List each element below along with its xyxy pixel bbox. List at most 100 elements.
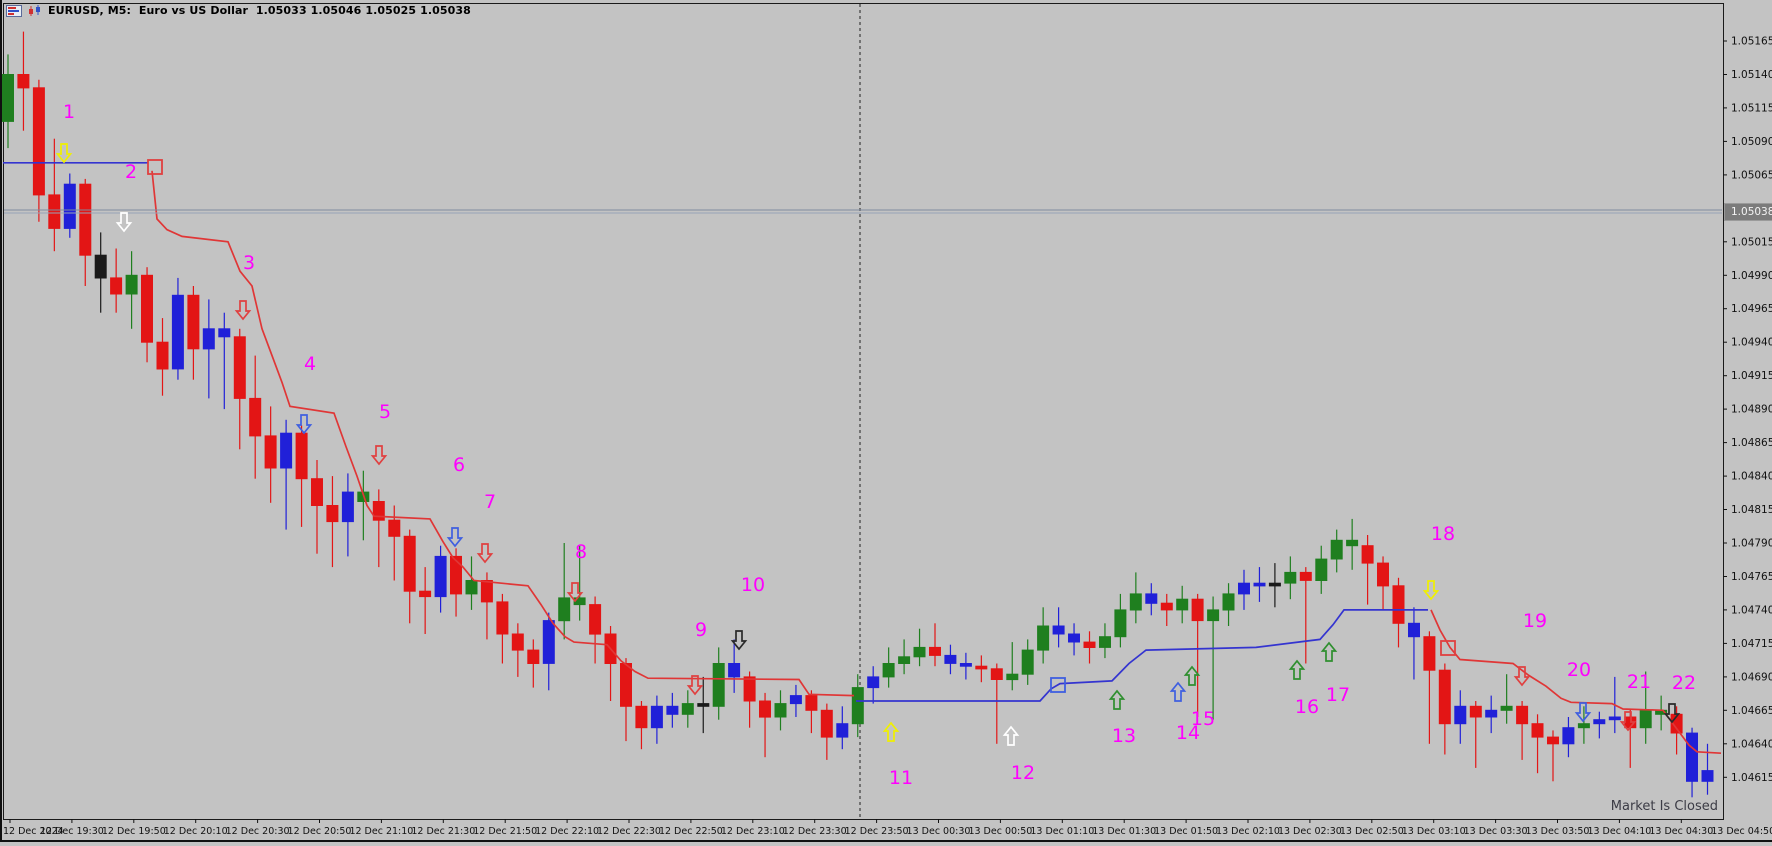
time-axis-label: 13 Dec 02:50 [1340, 826, 1404, 837]
time-axis-label: 13 Dec 00:50 [968, 826, 1032, 837]
price-axis-label: 1.04940 [1731, 337, 1772, 349]
signal-arrow-6-down-icon [446, 527, 464, 548]
price-axis-label: 1.04990 [1731, 270, 1772, 282]
signal-arrow-9-down-icon [686, 675, 704, 696]
candle-body [1068, 633, 1080, 643]
candle-body [1114, 609, 1127, 638]
candle-body [1099, 636, 1111, 648]
trail-line-red-1 [151, 170, 855, 697]
time-axis-label: 12 Dec 2024 [3, 826, 64, 837]
time-axis-label: 13 Dec 03:50 [1526, 826, 1590, 837]
candle-body [388, 519, 401, 537]
time-axis-label: 12 Dec 22:30 [597, 826, 661, 837]
candle-body [1238, 582, 1250, 595]
signal-number-11: 11 [889, 767, 913, 789]
signal-number-17: 17 [1326, 684, 1350, 706]
candle-body [1021, 649, 1034, 675]
candle-body [156, 341, 169, 370]
market-closed-label: Market Is Closed [1610, 799, 1718, 814]
candle-body [141, 274, 153, 343]
signal-number-20: 20 [1567, 659, 1591, 681]
candle-body [929, 646, 941, 656]
candle-body [2, 74, 14, 122]
candle-body [125, 274, 138, 295]
candle-body [1145, 593, 1158, 604]
candle-body [326, 505, 339, 523]
signal-arrow-16-up-icon [1288, 659, 1306, 680]
time-axis-label: 12 Dec 20:50 [288, 826, 352, 837]
time-axis-label: 12 Dec 21:50 [473, 826, 537, 837]
chart-title: EURUSD, M5: Euro vs US Dollar 1.05033 1.… [6, 4, 471, 17]
time-axis-label: 12 Dec 19:30 [40, 826, 104, 837]
signal-arrow-7-down-icon [476, 543, 494, 564]
candle-body [218, 328, 231, 338]
candle-body [496, 601, 509, 635]
trail-line-blue-2 [856, 609, 1428, 702]
time-axis-label: 12 Dec 21:30 [411, 826, 475, 837]
time-axis-label: 13 Dec 04:30 [1649, 826, 1713, 837]
price-axis-label: 1.05165 [1731, 36, 1772, 48]
candle-body [187, 294, 200, 350]
price-axis-label: 1.05090 [1731, 136, 1772, 148]
candle-body [527, 649, 540, 664]
signal-arrow-19-down-icon [1513, 666, 1531, 687]
candle-body [1129, 593, 1142, 611]
candle-body [295, 432, 308, 480]
signal-number-21: 21 [1627, 671, 1651, 693]
candle-body [620, 663, 632, 707]
signal-number-10: 10 [741, 574, 765, 596]
chart-title-text: EURUSD, M5: Euro vs US Dollar 1.05033 1.… [48, 4, 471, 17]
candle-body [759, 700, 771, 718]
price-axis-label: 1.04765 [1731, 571, 1772, 583]
candle-body [1006, 673, 1019, 681]
candle-body [851, 687, 864, 725]
signal-number-19: 19 [1523, 610, 1547, 632]
signal-square-2-icon [147, 159, 163, 175]
signal-number-7: 7 [484, 491, 496, 513]
signal-number-5: 5 [379, 401, 391, 423]
candle-body [589, 604, 602, 635]
candle-body [1423, 636, 1436, 671]
candle-body [1408, 622, 1420, 638]
signal-number-15: 15 [1191, 708, 1215, 730]
candle-body [1516, 705, 1529, 725]
price-axis-label: 1.04715 [1731, 638, 1772, 650]
candle-body [32, 87, 45, 196]
candle-body [913, 646, 926, 658]
signal-number-8: 8 [575, 541, 587, 563]
candle-body [17, 74, 30, 89]
signal-number-22: 22 [1672, 672, 1696, 694]
candle-body [573, 597, 586, 606]
candle-body [990, 668, 1003, 680]
signal-arrow-13-up-icon [1108, 689, 1126, 710]
signal-number-14: 14 [1176, 722, 1200, 744]
candle-body [1562, 727, 1575, 745]
candle-body [1469, 705, 1482, 718]
price-axis-label: 1.04790 [1731, 538, 1772, 550]
candle-body [944, 654, 957, 664]
time-axis-label: 13 Dec 01:30 [1092, 826, 1156, 837]
signal-arrow-12-up-icon [1002, 725, 1020, 746]
signal-arrow-22-down-icon [1663, 703, 1681, 724]
price-axis-label: 1.04690 [1731, 671, 1772, 683]
candle-body [1299, 571, 1312, 581]
time-axis-label: 12 Dec 20:30 [226, 826, 290, 837]
candle-body [1485, 709, 1498, 718]
signal-number-9: 9 [695, 619, 707, 641]
candle-body [1547, 736, 1559, 745]
candle-body [1454, 705, 1467, 725]
candle-body [1222, 593, 1235, 611]
time-axis-label: 12 Dec 22:10 [535, 826, 599, 837]
time-axis-label: 12 Dec 23:50 [845, 826, 909, 837]
candle-body [171, 294, 184, 370]
price-axis-label: 1.04965 [1731, 303, 1772, 315]
candle-body [743, 676, 756, 702]
signal-arrow-20-down-icon [1574, 702, 1592, 723]
candle-body [836, 723, 849, 738]
candle-body [311, 478, 323, 507]
candle-body [1176, 598, 1189, 611]
price-axis-label: 1.05115 [1731, 102, 1772, 114]
current-price-box: 1.05038 [1724, 203, 1772, 221]
candle-body [1377, 562, 1389, 587]
